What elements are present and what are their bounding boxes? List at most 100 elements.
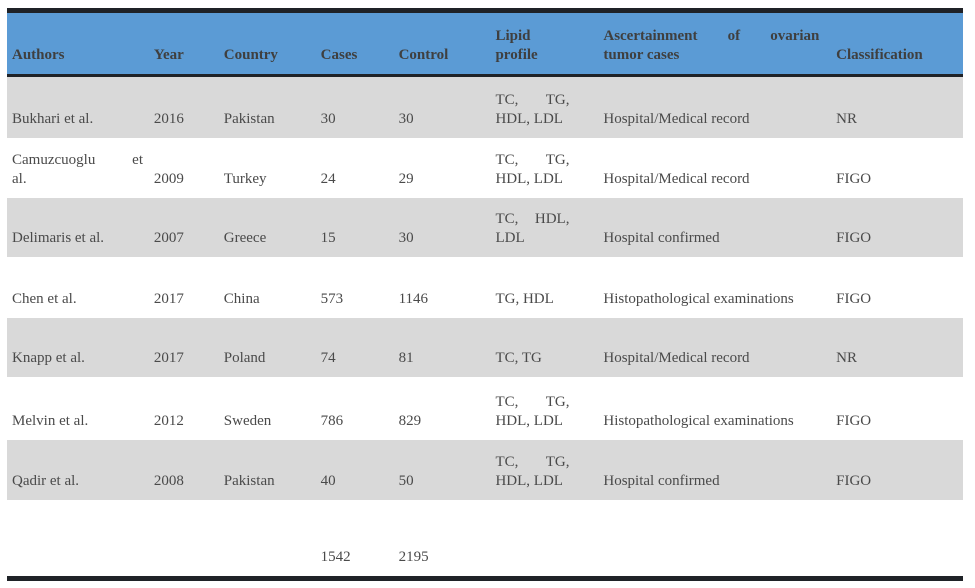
cell-cases: 40 bbox=[321, 472, 399, 500]
cell-control: 50 bbox=[399, 472, 496, 500]
cell-author: Melvin et al. bbox=[7, 412, 154, 440]
year-text: 2007 bbox=[153, 230, 184, 246]
cell-year: 2009 bbox=[154, 170, 224, 198]
cell-classification: FIGO bbox=[836, 412, 963, 440]
cell-year: 2007 bbox=[154, 229, 224, 257]
lipid-token: TC, bbox=[495, 454, 519, 470]
col-header-country: Country bbox=[224, 46, 321, 74]
lipid-token: TG, bbox=[545, 454, 570, 470]
cell-lipid-profile: TG, HDL bbox=[495, 290, 603, 318]
cell-ascertainment: Hospital confirmed bbox=[603, 229, 836, 257]
cell-cases: 573 bbox=[321, 290, 399, 318]
cell-cases: 15 bbox=[321, 229, 399, 257]
lipid-text: TG, HDL bbox=[495, 291, 554, 307]
col-header-ascertainment: Ascertainment of ovarian tumor cases bbox=[603, 27, 836, 74]
cell-ascertainment: Hospital/Medical record bbox=[603, 110, 836, 138]
col-header-ascertainment-line2: tumor cases bbox=[603, 47, 680, 63]
cell-year: 2008 bbox=[154, 472, 224, 500]
control-text: 829 bbox=[398, 413, 422, 429]
table-row: Knapp et al. 2017 Poland 74 81 TC, TG Ho… bbox=[7, 318, 963, 377]
cell-lipid-profile: TC, TG, HDL, LDL bbox=[495, 393, 603, 440]
cell-lipid-profile: TC, TG, HDL, LDL bbox=[495, 151, 603, 198]
table-row: Bukhari et al. 2016 Pakistan 30 30 TC, TG… bbox=[7, 77, 963, 138]
classification-text: NR bbox=[836, 350, 857, 366]
cell-empty bbox=[836, 567, 963, 576]
year-text: 2016 bbox=[153, 111, 184, 127]
cell-author: Delimaris et al. bbox=[7, 229, 154, 257]
table-row: Delimaris et al. 2007 Greece 15 30 TC, HD… bbox=[7, 198, 963, 257]
year-text: 2009 bbox=[153, 171, 184, 187]
table-body: Bukhari et al. 2016 Pakistan 30 30 TC, TG… bbox=[7, 77, 963, 576]
cell-cases: 786 bbox=[321, 412, 399, 440]
country-text: China bbox=[223, 291, 260, 307]
country-text: Poland bbox=[223, 350, 266, 366]
ascertainment-text: Hospital confirmed bbox=[603, 230, 720, 246]
cell-year: 2017 bbox=[154, 290, 224, 318]
table-row: Camuzcuoglu et al. 2009 Turkey 24 29 TC, T… bbox=[7, 138, 963, 198]
col-header-control-label: Control bbox=[398, 47, 449, 63]
cell-country: Sweden bbox=[224, 412, 321, 440]
col-header-year: Year bbox=[154, 46, 224, 74]
cell-classification: FIGO bbox=[836, 229, 963, 257]
cell-cases: 74 bbox=[321, 349, 399, 377]
table-total-row: 1542 2195 bbox=[7, 500, 963, 576]
cell-cases: 30 bbox=[321, 110, 399, 138]
cell-ascertainment: Hospital confirmed bbox=[603, 472, 836, 500]
lipid-line1: TC, TG, bbox=[495, 91, 569, 110]
table-row: Chen et al. 2017 China 573 1146 TG, HDL … bbox=[7, 257, 963, 318]
author-text: Bukhari et al. bbox=[12, 111, 94, 127]
lipid-token: TG, bbox=[545, 394, 570, 410]
lipid-token: TC, bbox=[495, 92, 519, 108]
col-header-lipid-line2: profile bbox=[495, 47, 538, 63]
cell-country: Poland bbox=[224, 349, 321, 377]
col-header-classification-label: Classification bbox=[836, 47, 923, 63]
table-top-rule bbox=[7, 8, 963, 13]
cases-text: 30 bbox=[320, 111, 336, 127]
asc-word-2: of bbox=[727, 28, 741, 44]
country-text: Turkey bbox=[223, 171, 267, 187]
author-text: Melvin et al. bbox=[12, 413, 89, 429]
country-text: Pakistan bbox=[223, 473, 275, 489]
cell-total-control: 2195 bbox=[399, 548, 496, 576]
author-text: Chen et al. bbox=[12, 291, 77, 307]
col-header-cases-label: Cases bbox=[320, 47, 358, 63]
ascertainment-text: Hospital confirmed bbox=[603, 473, 720, 489]
cell-empty bbox=[603, 567, 836, 576]
classification-text: FIGO bbox=[836, 230, 872, 246]
lipid-line2: HDL, LDL bbox=[495, 473, 563, 489]
lipid-line2: HDL, LDL bbox=[495, 413, 563, 429]
cell-author: Qadir et al. bbox=[7, 472, 154, 500]
total-cases-text: 1542 bbox=[320, 549, 351, 565]
cases-text: 74 bbox=[320, 350, 336, 366]
cell-control: 829 bbox=[399, 412, 496, 440]
col-header-authors: Authors bbox=[7, 46, 154, 74]
cell-year: 2012 bbox=[154, 412, 224, 440]
cell-control: 29 bbox=[399, 170, 496, 198]
year-text: 2008 bbox=[153, 473, 184, 489]
cell-control: 30 bbox=[399, 229, 496, 257]
table-row: Qadir et al. 2008 Pakistan 40 50 TC, TG, … bbox=[7, 440, 963, 500]
cell-control: 1146 bbox=[399, 290, 496, 318]
cell-lipid-profile: TC, TG bbox=[495, 349, 603, 377]
col-header-country-label: Country bbox=[223, 47, 278, 63]
cell-cases: 24 bbox=[321, 170, 399, 198]
lipid-line2: HDL, LDL bbox=[495, 111, 563, 127]
author-line1: Camuzcuoglu et bbox=[12, 151, 143, 170]
cell-classification: NR bbox=[836, 349, 963, 377]
lipid-line2: LDL bbox=[495, 230, 525, 246]
lipid-token: TC, bbox=[495, 394, 519, 410]
cell-ascertainment: Histopathological examinations bbox=[603, 412, 836, 440]
cell-empty bbox=[495, 567, 603, 576]
ascertainment-text: Histopathological examinations bbox=[603, 291, 794, 307]
cell-total-cases: 1542 bbox=[321, 548, 399, 576]
lipid-line1: TC, TG, bbox=[495, 151, 569, 170]
ascertainment-text: Hospital/Medical record bbox=[603, 350, 750, 366]
classification-text: NR bbox=[836, 111, 857, 127]
lipid-line1: TC, TG, bbox=[495, 453, 569, 472]
cell-classification: NR bbox=[836, 110, 963, 138]
cell-lipid-profile: TC, HDL, LDL bbox=[495, 210, 603, 257]
classification-text: FIGO bbox=[836, 413, 872, 429]
year-text: 2017 bbox=[153, 350, 184, 366]
cell-lipid-profile: TC, TG, HDL, LDL bbox=[495, 453, 603, 500]
